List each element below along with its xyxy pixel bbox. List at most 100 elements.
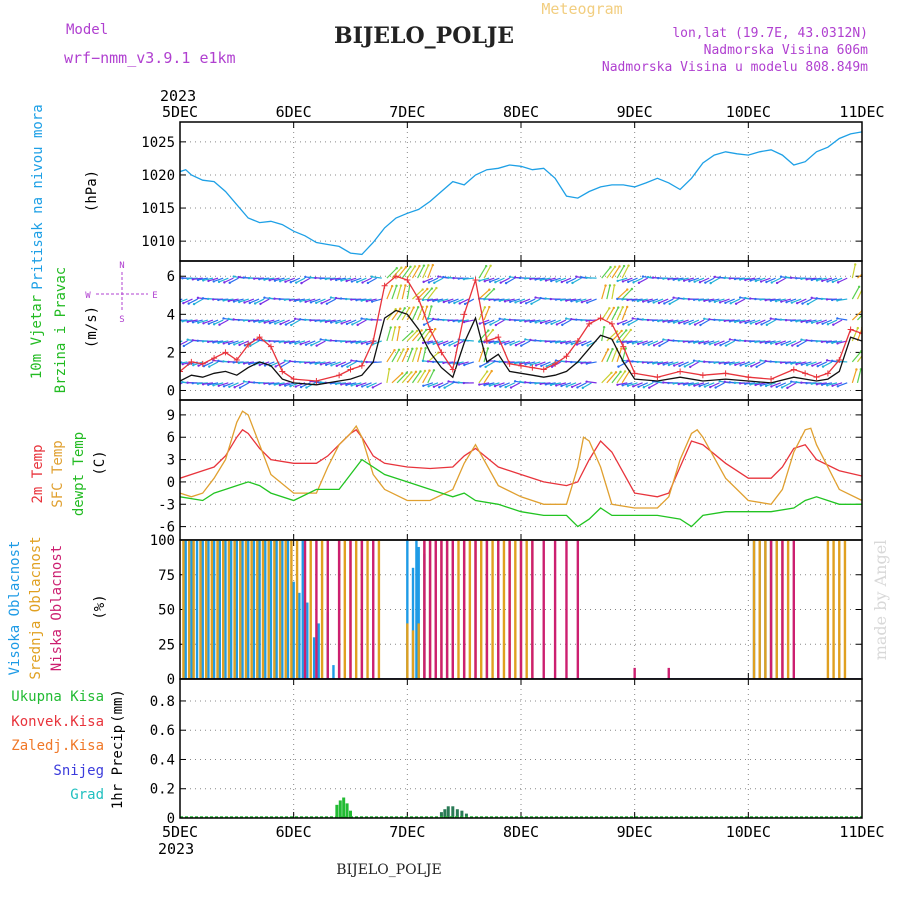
temp-ylabel-3: dewpt Temp <box>71 432 87 516</box>
wind-arrow-head <box>427 264 430 267</box>
wind-arrow-head <box>713 275 716 279</box>
wind-arrow <box>428 277 439 283</box>
cloud-bar-mid_cloud <box>187 540 191 679</box>
cloud-bar-low_cloud <box>428 540 432 679</box>
wind-arrow-head <box>478 322 482 325</box>
wind-arrow <box>341 382 352 386</box>
wind-arrow <box>483 265 492 279</box>
wind-arrow-head <box>365 342 369 346</box>
x-tick-label-bottom: 8DEC <box>503 823 539 841</box>
wind-arrow-head <box>545 365 548 368</box>
wind-arrow-head <box>636 360 639 364</box>
wind-arrow-head <box>713 300 717 304</box>
wind-arrow-head <box>212 384 215 387</box>
wind-arrow-head <box>586 301 589 304</box>
wind-arrow <box>357 319 367 326</box>
wind-arrow <box>807 298 817 305</box>
wind-arrow-head <box>483 306 487 309</box>
wind-arrow <box>576 298 587 303</box>
wind-arrow <box>422 370 430 384</box>
wind-arrow <box>719 298 730 303</box>
x-tick-label-top: 9DEC <box>617 103 653 121</box>
wind-arrow <box>406 371 417 384</box>
wind-arrow-head <box>733 277 737 281</box>
wind-arrow-head <box>629 328 632 332</box>
cloud-bar-mid_cloud <box>182 540 185 679</box>
wind-arrow-head <box>247 319 251 323</box>
wind-arrow <box>213 382 224 386</box>
wind-arrow-head <box>401 372 404 375</box>
wind-arrow <box>326 298 337 305</box>
gust-marker <box>518 362 524 369</box>
wind-arrow-head <box>268 297 271 300</box>
wind-arrow-head <box>273 279 277 282</box>
wind-arrow <box>489 277 500 283</box>
wind-arrow-head <box>248 362 251 366</box>
wind-arrow-head <box>759 341 762 344</box>
wind-arrow <box>540 319 551 324</box>
wind-arrow-head <box>329 296 333 299</box>
cloud-bar-mid_cloud <box>457 540 460 679</box>
cloud-bar-high_cloud <box>332 665 335 679</box>
wind-arrow-head <box>408 306 411 310</box>
wind-arrow-head <box>412 306 415 309</box>
wind-arrow-head <box>223 281 226 284</box>
wind-arrow-head <box>350 384 353 387</box>
wind-arrow-head <box>775 342 778 346</box>
wind-arrow-head <box>529 338 532 342</box>
cloud-bar-low_cloud <box>508 540 511 679</box>
wind-arrow <box>391 285 398 300</box>
wind-arrow <box>351 340 362 344</box>
wind-arrow <box>208 382 219 386</box>
cloud-bar-low_cloud <box>667 667 670 679</box>
wind-arrow-head <box>810 339 813 342</box>
gust-marker <box>631 370 638 377</box>
cloud-bar-mid_cloud <box>764 540 767 679</box>
wind-arrow-head <box>774 317 778 321</box>
wind-arrow-head <box>534 278 537 281</box>
legend-freezing-rain: Zaledj.Kisa <box>11 738 104 754</box>
wind-arrow <box>806 361 817 366</box>
wind-arrow-head <box>485 370 489 373</box>
wind-arrow <box>535 319 546 324</box>
wind-arrow-head <box>619 370 622 374</box>
wind-arrow-head <box>790 319 793 322</box>
wind-arrow-head <box>585 276 588 279</box>
wind-arrow-head <box>677 382 680 386</box>
wind-arrow-head <box>687 298 691 301</box>
wind-arrow-head <box>370 300 374 303</box>
wind-arrow-head <box>201 297 205 300</box>
wind-arrow-head <box>305 386 308 389</box>
wind-arrow-head <box>830 359 834 363</box>
wind-arrow-head <box>237 318 240 322</box>
wind-arrow-head <box>550 322 553 326</box>
wind-arrow <box>673 277 684 281</box>
wind-arrow <box>427 328 436 342</box>
wind-arrow-head <box>309 362 312 365</box>
wind-arrow-head <box>641 300 645 303</box>
wind-arrow <box>219 319 229 326</box>
wind-arrow-head <box>620 329 623 333</box>
wind-arrow-head <box>560 384 563 388</box>
wind-arrow-head <box>733 320 737 324</box>
gust-marker <box>461 311 468 318</box>
wind-arrow-head <box>324 338 327 342</box>
wind-arrow-head <box>351 323 354 326</box>
y-tick-label: 50 <box>158 603 175 619</box>
cloud-bar-low_cloud <box>553 540 557 679</box>
wind-arrow-head <box>831 280 835 284</box>
wind-arrow <box>396 372 408 384</box>
wind-arrow-head <box>201 383 205 386</box>
wind-arrow-head <box>825 298 829 301</box>
wind-arrow <box>406 307 415 321</box>
wind-arrow-head <box>624 347 627 350</box>
legend-convective-rain: Konvek.Kisa <box>11 714 104 730</box>
wind-arrow-head <box>284 280 287 283</box>
wind-arrow <box>535 361 546 366</box>
gust-marker <box>404 277 411 284</box>
wind-arrow-head <box>754 322 758 326</box>
wind-arrow-head <box>434 327 437 331</box>
wind-arrow <box>346 277 357 282</box>
wind-arrow-head <box>560 341 563 345</box>
cloud-bar-low_cloud <box>565 540 568 679</box>
